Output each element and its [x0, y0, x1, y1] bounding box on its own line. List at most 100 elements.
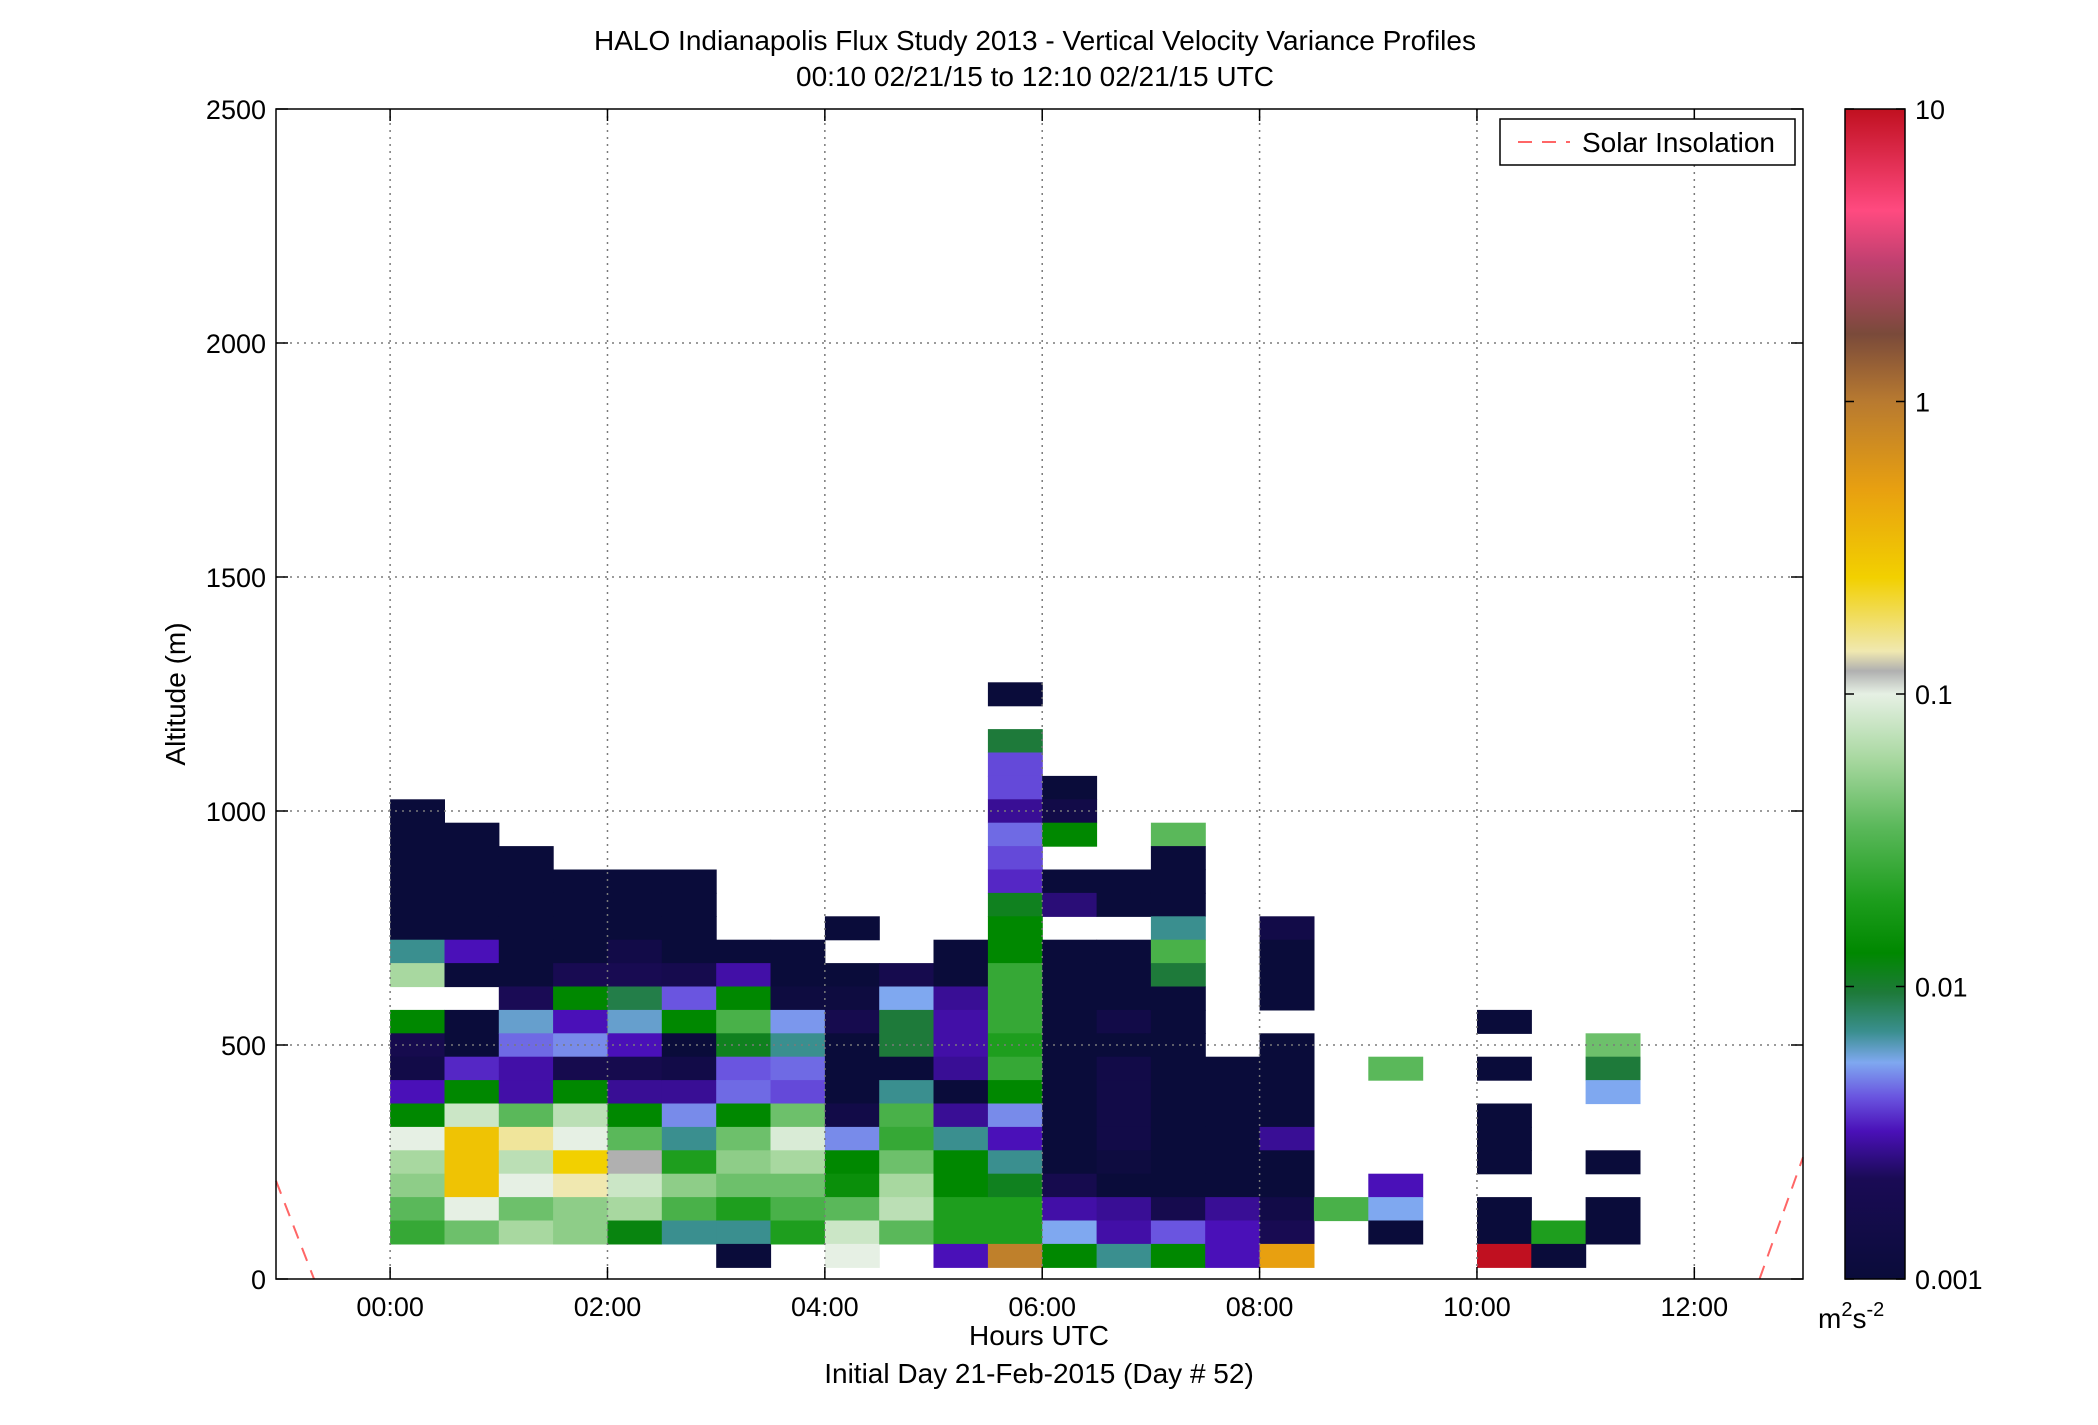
heatmap-cell [933, 1080, 989, 1105]
colorbar-tick-label: 0.1 [1915, 680, 1953, 710]
heatmap-cell [661, 1197, 717, 1222]
colorbar [1845, 109, 1905, 1279]
heatmap-cell [1477, 1220, 1532, 1245]
heatmap-cell [879, 1080, 935, 1105]
heatmap-cell [879, 1103, 935, 1128]
heatmap-cell [607, 916, 663, 941]
heatmap-cell [390, 1056, 445, 1081]
heatmap-cell [1042, 1056, 1098, 1081]
heatmap-cell [933, 1173, 989, 1198]
heatmap-cell [1150, 846, 1206, 871]
heatmap-cell [933, 1243, 989, 1268]
heatmap-cell [498, 963, 554, 988]
heatmap-cell [661, 1080, 717, 1105]
heatmap-cell [607, 986, 663, 1011]
heatmap-cell [1096, 939, 1152, 964]
heatmap-cell [933, 986, 989, 1011]
heatmap-cell [824, 963, 880, 988]
heatmap-cell [716, 1220, 772, 1245]
heatmap-cell [1042, 1150, 1098, 1175]
heatmap-cell [661, 1220, 717, 1245]
heatmap-cell [879, 963, 935, 988]
heatmap-cell [553, 1103, 608, 1128]
heatmap-cell [444, 963, 500, 988]
heatmap-cell [879, 1220, 935, 1245]
solar-insolation-line [275, 1180, 315, 1280]
heatmap-cell [444, 822, 500, 847]
colorbar-tick-label: 10 [1915, 95, 1945, 125]
x-axis-ticks: 00:00 02:00 04:00 06:00 08:00 10:00 12:00 [356, 109, 1728, 1322]
colorbar-unit-sup1: 2 [1841, 1299, 1852, 1321]
heatmap-cell [1042, 1243, 1098, 1268]
heatmap-cell [1042, 1126, 1098, 1151]
heatmap-cell [1150, 822, 1206, 847]
heatmap-cell [607, 963, 663, 988]
heatmap-cell [770, 1126, 826, 1151]
heatmap-cell [390, 1103, 445, 1128]
heatmap-cell [879, 986, 935, 1011]
heatmap-cell [498, 869, 554, 894]
heatmap-cell [879, 1126, 935, 1151]
heatmap-cell [390, 963, 445, 988]
heatmap-cell [553, 1173, 608, 1198]
heatmap-cell [1150, 1220, 1206, 1245]
heatmap-cell [390, 1080, 445, 1105]
heatmap-cell [1585, 1150, 1641, 1175]
heatmap-cell [1150, 1173, 1206, 1198]
x-axis-label: Hours UTC [969, 1320, 1109, 1351]
heatmap-cell [444, 1126, 500, 1151]
heatmap-cell [1205, 1080, 1261, 1105]
heatmap-cell [390, 869, 445, 894]
heatmap-cell [390, 939, 445, 964]
heatmap-cell [607, 1197, 663, 1222]
heatmap-cell [933, 963, 989, 988]
heatmap-cell [1477, 1103, 1532, 1128]
heatmap-cell [444, 1197, 500, 1222]
heatmap-cell [1259, 1126, 1315, 1151]
heatmap-cell [1368, 1220, 1424, 1245]
heatmap-cell [661, 963, 717, 988]
heatmap-cell [1150, 1103, 1206, 1128]
heatmap-cell [607, 1220, 663, 1245]
heatmap-cell [770, 1080, 826, 1105]
heatmap-cell [553, 1197, 608, 1222]
heatmap-cell [1096, 1103, 1152, 1128]
heatmap-cell [1259, 1080, 1315, 1105]
heatmap-cell [987, 1056, 1043, 1081]
heatmap-cell [661, 986, 717, 1011]
heatmap-cell [661, 1173, 717, 1198]
heatmap-cell [1585, 1197, 1641, 1222]
heatmap-cell [770, 1009, 826, 1034]
heatmap-cell [933, 1220, 989, 1245]
heatmap-cell [661, 1009, 717, 1034]
heatmap-cell [390, 1009, 445, 1034]
heatmap-cell [607, 1103, 663, 1128]
heatmap-cell [444, 846, 500, 871]
heatmap-cell [1585, 1056, 1641, 1081]
plot-frame [275, 108, 1804, 1280]
heatmap-cell [987, 799, 1043, 824]
heatmap-cell [390, 1126, 445, 1151]
heatmap-cell [716, 986, 772, 1011]
heatmap-cell [1205, 1173, 1261, 1198]
chart-title: HALO Indianapolis Flux Study 2013 - Vert… [594, 25, 1476, 56]
heatmap-cell [553, 1080, 608, 1105]
heatmap-cell [1259, 1197, 1315, 1222]
heatmap-cell [607, 939, 663, 964]
heatmap-cell [1150, 1243, 1206, 1268]
heatmap-cell [498, 939, 554, 964]
heatmap-cell [987, 846, 1043, 871]
heatmap-cell [390, 846, 445, 871]
heatmap-cell [553, 1126, 608, 1151]
heatmap-cell [1096, 1150, 1152, 1175]
heatmap-cell [987, 1080, 1043, 1105]
heatmap-cell [390, 1150, 445, 1175]
heatmap-cell [1205, 1126, 1261, 1151]
heatmap-cell [824, 1009, 880, 1034]
heatmap-cell [770, 1220, 826, 1245]
heatmap-cell [1259, 939, 1315, 964]
heatmap-cell [444, 1009, 500, 1034]
heatmap-cell [824, 1103, 880, 1128]
heatmap-cell [987, 939, 1043, 964]
colorbar-unit-base: m [1818, 1303, 1841, 1334]
